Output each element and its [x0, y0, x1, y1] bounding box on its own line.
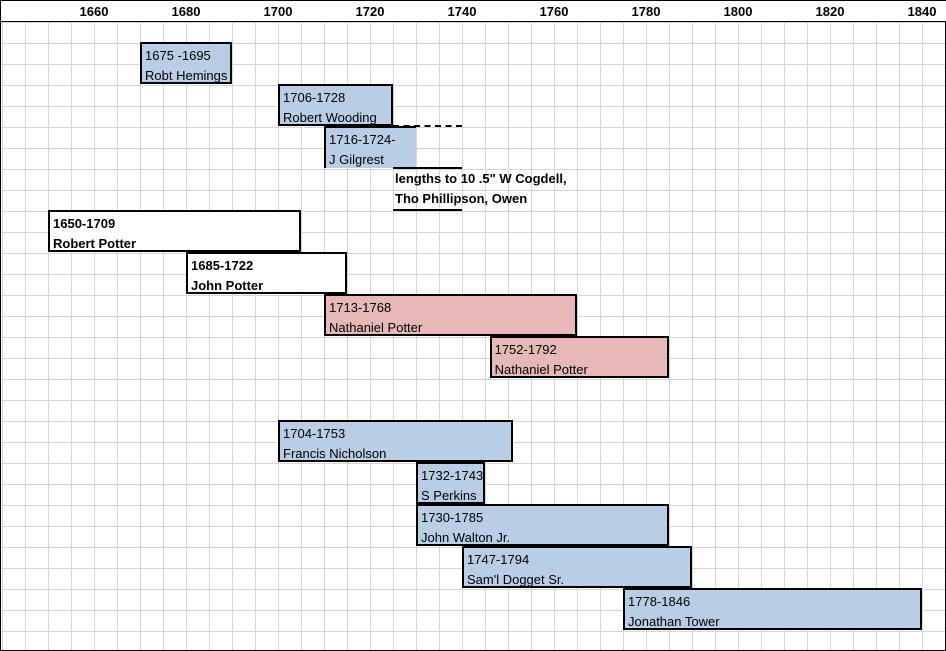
year-tick-label: 1780 — [631, 4, 661, 19]
year-tick-label: 1740 — [447, 4, 477, 19]
bar-name-label: John Walton Jr. — [421, 530, 511, 545]
timeline-bar: 1730-1785 John Walton Jr. — [416, 504, 669, 546]
timeline-bar: 1650-1709 Robert Potter — [48, 210, 301, 252]
year-tick-label: 1760 — [539, 4, 569, 19]
bar-range-label: 1675 -1695 — [145, 48, 211, 63]
timeline-bar: 1778-1846 Jonathan Tower — [623, 588, 922, 630]
year-tick-label: 1800 — [723, 4, 753, 19]
bar-name-label: J Gilgrest — [329, 152, 384, 167]
year-tick-label: 1820 — [815, 4, 845, 19]
year-axis: 1660 1680 1700 1720 1740 1760 1780 1800 1820 1840 — [1, 1, 946, 22]
timeline-bar: 1716-1724- J Gilgrest — [324, 126, 416, 168]
bar-name-label: Sam'l Dogget Sr. — [467, 572, 565, 587]
timeline-bar: 1675 -1695 Robt Hemings — [140, 42, 232, 84]
bar-range-label: 1732-1743 — [421, 468, 484, 483]
annotation-line-bottom — [393, 209, 462, 211]
bar-name-label: Nathaniel Potter — [329, 320, 423, 335]
timeline-bar: 1732-1743 S Perkins — [416, 462, 485, 504]
year-tick-label: 1660 — [79, 4, 109, 19]
bar-range-label: 1713-1768 — [329, 300, 392, 315]
bar-range-label: 1747-1794 — [467, 552, 530, 567]
bar-range-label: 1752-1792 — [494, 342, 557, 357]
timeline-bar: 1706-1728 Robert Wooding — [278, 84, 393, 126]
year-tick-label: 1840 — [907, 4, 937, 19]
bar-range-label: 1778-1846 — [628, 594, 691, 609]
bar-name-label: S Perkins — [421, 488, 477, 503]
year-tick-label: 1700 — [263, 4, 293, 19]
bar-name-label: Robert Potter — [53, 236, 137, 251]
annotation-line-2: Tho Phillipson, Owen — [395, 191, 528, 206]
timeline-bar: 1704-1753 Francis Nicholson — [278, 420, 513, 462]
timeline-bar: 1747-1794 Sam'l Dogget Sr. — [462, 546, 692, 588]
year-tick-label: 1720 — [355, 4, 385, 19]
bar-name-label: Francis Nicholson — [283, 446, 387, 461]
bar-range-label: 1704-1753 — [283, 426, 346, 441]
annotation-line-1: lengths to 10 .5" W Cogdell, — [395, 171, 567, 186]
bar-name-label: Nathaniel Potter — [494, 362, 588, 377]
bar-name-label: John Potter — [191, 278, 264, 293]
bar-name-label: Robt Hemings — [145, 68, 228, 83]
bar-name-label: Robert Wooding — [283, 110, 377, 125]
bar-range-label: 1685-1722 — [191, 258, 254, 273]
year-tick-label: 1680 — [171, 4, 201, 19]
timeline-bar: 1713-1768 Nathaniel Potter — [324, 294, 577, 336]
open-ended-dash — [393, 125, 462, 127]
timeline-bar: 1752-1792 Nathaniel Potter — [489, 336, 669, 378]
bar-name-label: Jonathan Tower — [628, 614, 720, 629]
bar-range-label: 1706-1728 — [283, 90, 346, 105]
bar-range-label: 1730-1785 — [421, 510, 484, 525]
annotation-line-top — [393, 167, 462, 169]
timeline-bar: 1685-1722 John Potter — [186, 252, 347, 294]
bar-range-label: 1716-1724- — [329, 132, 396, 147]
bar-range-label: 1650-1709 — [53, 216, 116, 231]
